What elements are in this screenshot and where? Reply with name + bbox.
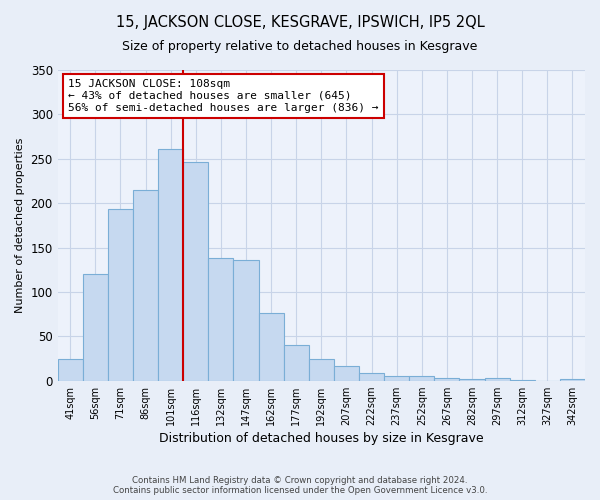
Bar (485, 378, 509, 380)
Bar (183, 162, 208, 380)
Text: Contains HM Land Registry data © Crown copyright and database right 2024.
Contai: Contains HM Land Registry data © Crown c… (113, 476, 487, 495)
Bar (208, 258, 233, 380)
Bar (58, 358, 83, 380)
Bar (460, 379, 485, 380)
Bar (259, 313, 284, 380)
Bar (359, 372, 384, 380)
Bar (384, 376, 409, 380)
Bar (409, 376, 434, 380)
Bar (560, 379, 585, 380)
Bar (233, 260, 259, 380)
Text: 15, JACKSON CLOSE, KESGRAVE, IPSWICH, IP5 2QL: 15, JACKSON CLOSE, KESGRAVE, IPSWICH, IP… (116, 15, 484, 30)
Bar (158, 149, 183, 380)
X-axis label: Distribution of detached houses by size in Kesgrave: Distribution of detached houses by size … (159, 432, 484, 445)
Bar (284, 345, 309, 380)
Text: Size of property relative to detached houses in Kesgrave: Size of property relative to detached ho… (122, 40, 478, 53)
Bar (434, 378, 460, 380)
Bar (133, 190, 158, 380)
Bar (83, 274, 108, 380)
Bar (108, 210, 133, 380)
Bar (334, 366, 359, 380)
Y-axis label: Number of detached properties: Number of detached properties (15, 138, 25, 313)
Text: 15 JACKSON CLOSE: 108sqm
← 43% of detached houses are smaller (645)
56% of semi-: 15 JACKSON CLOSE: 108sqm ← 43% of detach… (68, 80, 379, 112)
Bar (309, 358, 334, 380)
